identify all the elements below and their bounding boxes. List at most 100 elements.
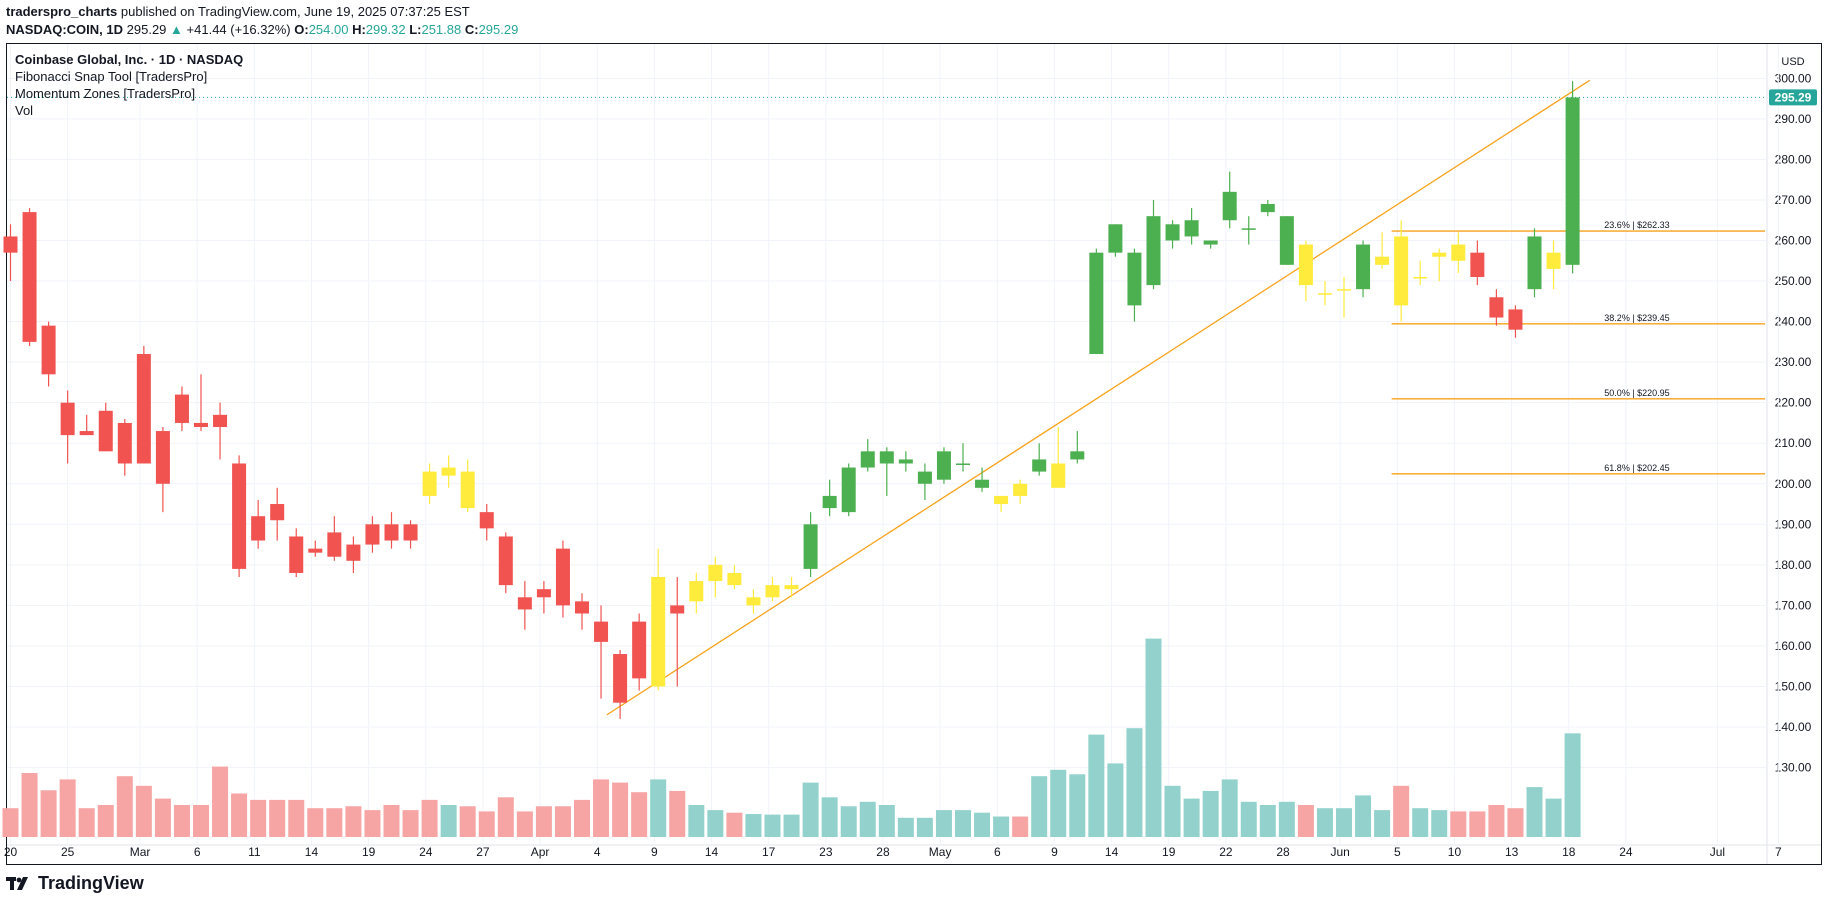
- candle-body: [727, 572, 742, 586]
- y-tick-label: 250.00: [1775, 274, 1812, 288]
- x-tick-label: Jul: [1710, 845, 1725, 859]
- candle-body: [327, 532, 342, 557]
- volume-bar: [554, 806, 571, 837]
- volume-bar: [478, 811, 495, 837]
- candle-body: [1565, 97, 1580, 265]
- publish-info: traderspro_charts published on TradingVi…: [6, 4, 470, 19]
- volume-bar: [993, 816, 1010, 837]
- candle-body: [22, 212, 37, 342]
- volume-bar: [2, 808, 19, 837]
- candle-body: [1375, 256, 1390, 265]
- x-tick-label: 22: [1219, 845, 1233, 859]
- x-tick-label: 6: [194, 845, 201, 859]
- volume-bar: [40, 790, 57, 837]
- candle-body: [860, 451, 875, 468]
- y-tick-label: 190.00: [1775, 517, 1812, 531]
- currency-label[interactable]: USD: [1781, 56, 1804, 68]
- candle-body: [651, 577, 666, 687]
- volume-bar: [421, 799, 438, 837]
- candle-body: [1451, 244, 1466, 261]
- y-tick-label: 210.00: [1775, 436, 1812, 450]
- volume-bar: [1393, 785, 1410, 837]
- x-tick-label: May: [929, 845, 952, 859]
- x-tick-label: 10: [1448, 845, 1462, 859]
- fib-level-label: 50.0% | $220.95: [1604, 388, 1669, 398]
- candle-body: [1165, 224, 1180, 241]
- candle-body: [1241, 228, 1256, 230]
- candle-body: [155, 431, 170, 484]
- candle-body: [289, 536, 304, 573]
- x-tick-label: 6: [994, 845, 1001, 859]
- volume-bar: [1069, 774, 1086, 837]
- candle-body: [41, 325, 56, 375]
- candle-body: [879, 451, 894, 464]
- volume-bar: [173, 805, 190, 837]
- candle-body: [517, 597, 532, 610]
- candle-body: [1013, 483, 1028, 496]
- candle-body: [1260, 204, 1275, 213]
- x-tick-label: Jun: [1331, 845, 1350, 859]
- volume-bar: [1050, 769, 1067, 837]
- volume-bar: [1488, 805, 1505, 837]
- candle-body: [1146, 216, 1161, 286]
- close-value: 295.29: [478, 22, 519, 37]
- candle-body: [822, 495, 837, 509]
- volume-bar: [650, 779, 667, 837]
- ohlc-bar: NASDAQ:COIN, 1D 295.29 ▲ +41.44 (+16.32%…: [6, 22, 518, 37]
- volume-bar: [497, 797, 514, 837]
- candle-body: [174, 394, 189, 423]
- candle-body: [479, 512, 494, 529]
- candle-body: [1432, 252, 1447, 257]
- candle-body: [460, 471, 475, 509]
- volume-bar: [955, 810, 971, 837]
- open-label: O:: [294, 22, 309, 37]
- x-tick-label: 13: [1505, 845, 1519, 859]
- candle-body: [689, 581, 704, 602]
- x-tick-label: 18: [1562, 845, 1576, 859]
- volume-bar: [364, 810, 381, 837]
- volume-bar: [1526, 787, 1543, 837]
- x-tick-label: 25: [61, 845, 75, 859]
- candle-body: [1317, 293, 1332, 295]
- candle-body: [213, 414, 228, 427]
- volume-bar: [1450, 811, 1467, 837]
- y-tick-label: 280.00: [1775, 152, 1812, 166]
- volume-bar: [574, 799, 590, 837]
- volume-bar: [1297, 805, 1314, 837]
- volume-bar: [1107, 763, 1124, 837]
- candle-body: [1127, 252, 1142, 306]
- candle-body: [784, 585, 799, 590]
- x-tick-label: 5: [1394, 845, 1401, 859]
- indicator-momentum[interactable]: Momentum Zones [TradersPro]: [15, 86, 196, 101]
- volume-bar: [1374, 810, 1391, 837]
- volume-bar: [250, 799, 267, 837]
- author[interactable]: traderspro_charts: [6, 4, 118, 19]
- tradingview-logo[interactable]: TradingView: [6, 873, 144, 894]
- tradingview-logo-icon: [6, 876, 28, 890]
- volume-bar: [212, 766, 229, 837]
- high-label: H:: [352, 22, 366, 37]
- x-tick-label: 14: [305, 845, 319, 859]
- volume-bar: [516, 811, 533, 837]
- volume-bar: [593, 779, 610, 837]
- volume-bar: [878, 805, 895, 837]
- y-tick-label: 240.00: [1775, 315, 1812, 329]
- indicator-fibonacci[interactable]: Fibonacci Snap Tool [TradersPro]: [15, 69, 208, 84]
- x-tick-label: 9: [651, 845, 658, 859]
- candle-body: [956, 463, 970, 465]
- candle-body: [498, 536, 513, 586]
- candle-body: [555, 548, 570, 606]
- indicator-volume[interactable]: Vol: [15, 103, 34, 118]
- trend-line[interactable]: [606, 79, 1591, 716]
- last-price: 295.29: [126, 22, 167, 37]
- open-value: 254.00: [308, 22, 349, 37]
- candle-body: [1413, 276, 1428, 279]
- x-tick-label: Mar: [130, 845, 151, 859]
- volume-bar: [1164, 785, 1181, 837]
- candle-body: [60, 402, 75, 436]
- volume-bar: [707, 810, 724, 837]
- candle-body: [1394, 236, 1409, 306]
- y-tick-label: 230.00: [1775, 355, 1812, 369]
- last-price-tag-label: 295.29: [1775, 90, 1812, 104]
